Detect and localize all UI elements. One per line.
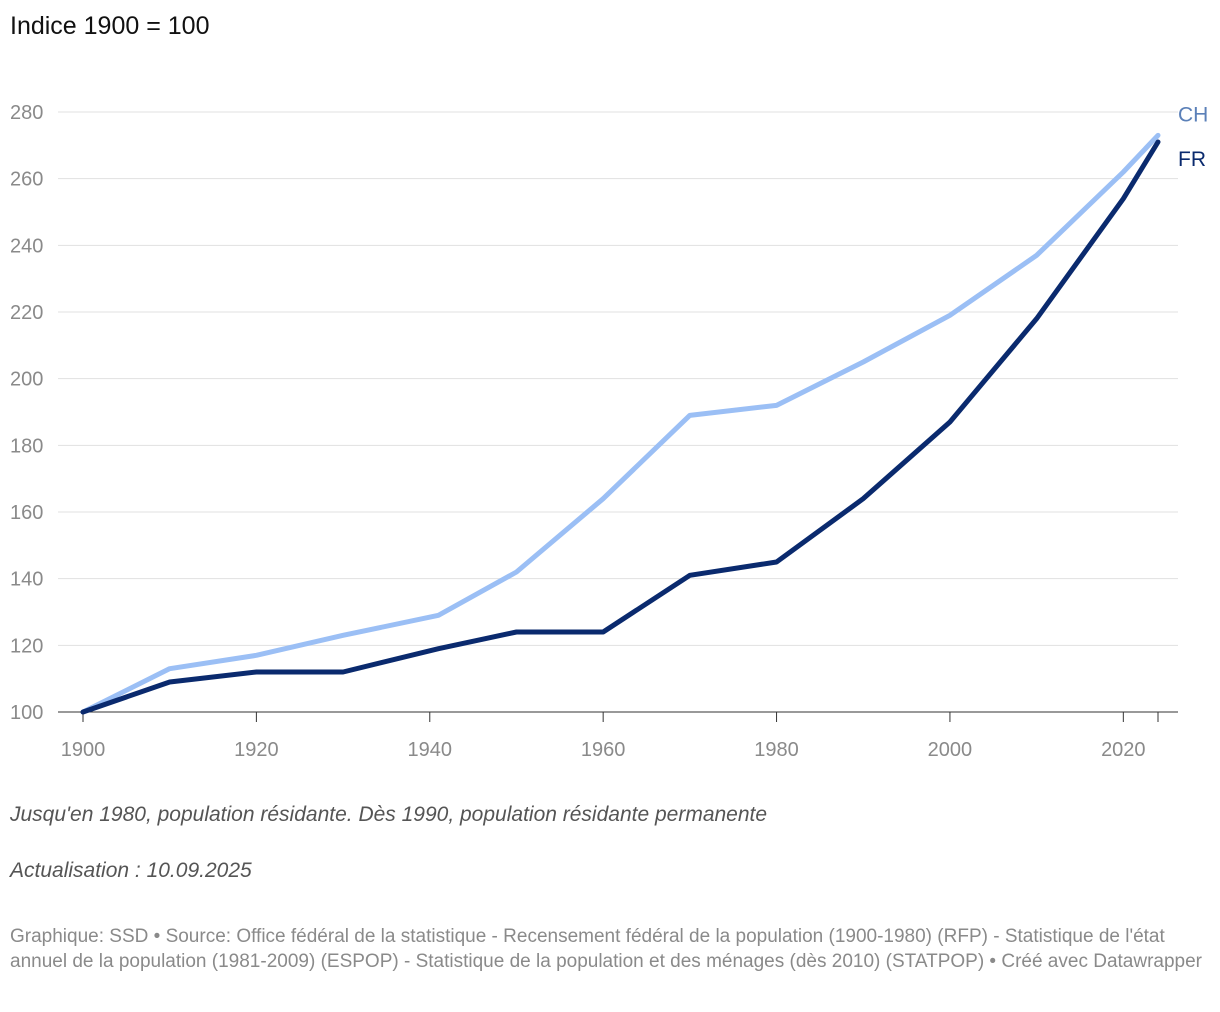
source-footer: Graphique: SSD • Source: Office fédéral … xyxy=(10,926,1202,972)
series-label-ch: CH xyxy=(1178,103,1208,126)
y-tick-label: 100 xyxy=(10,702,43,724)
series-line-ch xyxy=(80,132,1161,715)
series-labels: CH FR xyxy=(1178,103,1208,171)
y-tick-label: 160 xyxy=(10,502,43,524)
gridlines xyxy=(58,111,1178,713)
update-note: Actualisation : 10.09.2025 xyxy=(10,859,252,882)
y-tick-label: 240 xyxy=(10,235,43,257)
y-tick-label: 120 xyxy=(10,635,43,657)
x-tick-label: 1920 xyxy=(234,739,279,761)
x-tick-label: 1980 xyxy=(754,739,799,761)
definition-note: Jusqu'en 1980, population résidante. Dès… xyxy=(10,803,768,826)
series-label-fr: FR xyxy=(1178,148,1206,171)
chart-title: Indice 1900 = 100 xyxy=(10,12,210,40)
y-tick-label: 200 xyxy=(10,369,43,391)
y-tick-label: 220 xyxy=(10,302,43,324)
series-line-fr xyxy=(80,139,1161,715)
x-tick-label: 1940 xyxy=(408,739,453,761)
x-tick-label: 1900 xyxy=(61,739,106,761)
x-tick-label: 2020 xyxy=(1101,739,1146,761)
x-axis: 1900 1920 1940 1960 1980 2000 2020 xyxy=(61,712,1159,761)
y-tick-label: 260 xyxy=(10,169,43,191)
y-axis: 100 120 140 160 180 200 220 240 260 280 xyxy=(10,102,43,724)
x-tick-label: 2000 xyxy=(928,739,973,761)
y-tick-label: 180 xyxy=(10,435,43,457)
y-tick-label: 140 xyxy=(10,569,43,591)
series-lines xyxy=(80,132,1161,715)
x-tick-label: 1960 xyxy=(581,739,626,761)
y-tick-label: 280 xyxy=(10,102,43,124)
